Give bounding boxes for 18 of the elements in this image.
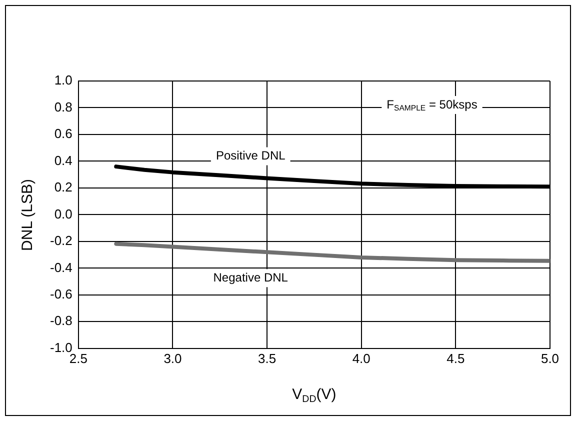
series-label: Negative DNL bbox=[213, 270, 288, 284]
x-tick-label: 4.0 bbox=[352, 350, 370, 366]
y-tick-label: 0.8 bbox=[54, 99, 72, 114]
y-tick-label: 0.2 bbox=[54, 180, 72, 195]
x-tick-label: 4.5 bbox=[446, 350, 465, 366]
x-tick-label: 5.0 bbox=[540, 350, 560, 366]
y-tick-label: 1.0 bbox=[54, 72, 72, 88]
y-tick-label: 0.4 bbox=[54, 152, 72, 168]
y-tick-label: 0.0 bbox=[54, 206, 72, 222]
y-axis-title: DNL (LSB) bbox=[19, 178, 36, 251]
y-tick-label: -0.4 bbox=[50, 260, 72, 275]
y-tick-label: -0.2 bbox=[50, 233, 72, 248]
y-tick-label: 0.6 bbox=[54, 126, 72, 142]
y-tick-label: -0.6 bbox=[50, 286, 72, 302]
y-tick-label: -0.8 bbox=[50, 313, 72, 328]
x-tick-label: 3.5 bbox=[258, 350, 276, 366]
x-tick-label: 3.0 bbox=[164, 350, 182, 366]
series-label: Positive DNL bbox=[216, 148, 286, 163]
